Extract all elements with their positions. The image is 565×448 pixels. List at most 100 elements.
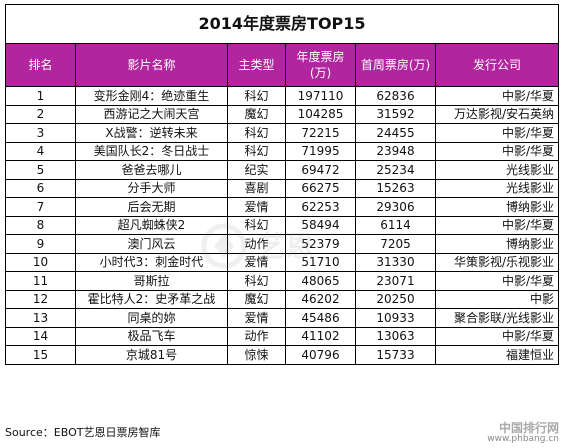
annual-gross-cell: 51710 xyxy=(285,252,356,272)
annual-gross-cell: 62253 xyxy=(285,197,356,217)
table-row: 7 后会无期 爱情 62253 29306 博纳影业 xyxy=(5,197,560,217)
rank-cell: 7 xyxy=(5,197,76,217)
distributor-cell: 中影/华夏 xyxy=(434,141,560,161)
table-row: 8 超凡蜘蛛侠2 科幻 58494 6114 中影/华夏 xyxy=(5,215,560,235)
genre-cell: 纪实 xyxy=(227,160,286,180)
table-row: 14 极品飞车 动作 41102 13063 中影/华夏 xyxy=(5,326,560,346)
annual-gross-cell: 197110 xyxy=(285,86,356,106)
box-office-table-frame: 2014年度票房TOP15 排名 影片名称 主类型 年度票房(万) 首周票房(万… xyxy=(4,4,560,365)
annual-gross-cell: 104285 xyxy=(285,104,356,124)
corner-watermark-url: www.phbang.cn xyxy=(487,434,559,444)
table-row: 10 小时代3：刺金时代 爱情 51710 31330 华策影视/乐视影业 xyxy=(5,252,560,272)
genre-cell: 科幻 xyxy=(227,215,286,235)
distributor-cell: 光线影业 xyxy=(434,160,560,180)
rank-cell: 9 xyxy=(5,234,76,254)
film-name-cell: 西游记之大闹天宫 xyxy=(75,104,228,124)
table-row: 15 京城81号 惊悚 40796 15733 福建恒业 xyxy=(5,345,560,365)
genre-cell: 科幻 xyxy=(227,141,286,161)
genre-cell: 魔幻 xyxy=(227,289,286,309)
distributor-cell: 中影/华夏 xyxy=(434,271,560,291)
annual-gross-cell: 45486 xyxy=(285,308,356,328)
film-name-cell: 同桌的妳 xyxy=(75,308,228,328)
genre-cell: 科幻 xyxy=(227,271,286,291)
table-row: 13 同桌的妳 爱情 45486 10933 聚合影联/光线影业 xyxy=(5,308,560,328)
opening-week-cell: 15733 xyxy=(355,345,436,365)
annual-gross-cell: 72215 xyxy=(285,123,356,143)
opening-week-cell: 31592 xyxy=(355,104,436,124)
film-name-cell: 哥斯拉 xyxy=(75,271,228,291)
annual-gross-cell: 69472 xyxy=(285,160,356,180)
table-body: 1 变形金刚4：绝迹重生 科幻 197110 62836 中影/华夏 2 西游记之大闹天宫 魔幻… xyxy=(5,86,560,365)
distributor-cell: 华策影视/乐视影业 xyxy=(434,252,560,272)
annual-gross-cell: 58494 xyxy=(285,215,356,235)
opening-week-cell: 24455 xyxy=(355,123,436,143)
rank-cell: 4 xyxy=(5,141,76,161)
opening-week-cell: 13063 xyxy=(355,326,436,346)
rank-cell: 12 xyxy=(5,289,76,309)
table-row: 6 分手大师 喜剧 66275 15263 光线影业 xyxy=(5,178,560,198)
rank-cell: 1 xyxy=(5,86,76,106)
corner-watermark: 中国排行网 www.phbang.cn xyxy=(487,421,559,445)
film-name-cell: 京城81号 xyxy=(75,345,228,365)
film-name-cell: 爸爸去哪儿 xyxy=(75,160,228,180)
distributor-cell: 万达影视/安石英纳 xyxy=(434,104,560,124)
table-row: 11 哥斯拉 科幻 48065 23071 中影/华夏 xyxy=(5,271,560,291)
annual-gross-cell: 48065 xyxy=(285,271,356,291)
annual-gross-cell: 41102 xyxy=(285,326,356,346)
genre-cell: 爱情 xyxy=(227,308,286,328)
genre-cell: 动作 xyxy=(227,234,286,254)
column-header-genre: 主类型 xyxy=(227,43,286,87)
distributor-cell: 中影/华夏 xyxy=(434,215,560,235)
rank-cell: 5 xyxy=(5,160,76,180)
opening-week-cell: 25234 xyxy=(355,160,436,180)
column-header-distributor: 发行公司 xyxy=(434,43,560,87)
corner-watermark-title: 中国排行网 xyxy=(498,421,559,435)
distributor-cell: 中影 xyxy=(434,289,560,309)
annual-gross-cell: 40796 xyxy=(285,345,356,365)
genre-cell: 喜剧 xyxy=(227,178,286,198)
opening-week-cell: 62836 xyxy=(355,86,436,106)
column-header-annual-gross: 年度票房(万) xyxy=(285,43,356,87)
film-name-cell: X战警：逆转未来 xyxy=(75,123,228,143)
opening-week-cell: 23948 xyxy=(355,141,436,161)
opening-week-cell: 20250 xyxy=(355,289,436,309)
genre-cell: 动作 xyxy=(227,326,286,346)
genre-cell: 爱情 xyxy=(227,197,286,217)
rank-cell: 10 xyxy=(5,252,76,272)
film-name-cell: 霍比特人2：史矛革之战 xyxy=(75,289,228,309)
film-name-cell: 超凡蜘蛛侠2 xyxy=(75,215,228,235)
film-name-cell: 极品飞车 xyxy=(75,326,228,346)
column-header-rank: 排名 xyxy=(5,43,76,87)
header-row: 排名 影片名称 主类型 年度票房(万) 首周票房(万) 发行公司 xyxy=(5,43,560,87)
distributor-cell: 中影/华夏 xyxy=(434,86,560,106)
rank-cell: 11 xyxy=(5,271,76,291)
opening-week-cell: 6114 xyxy=(355,215,436,235)
table-row: 12 霍比特人2：史矛革之战 魔幻 46202 20250 中影 xyxy=(5,289,560,309)
film-name-cell: 后会无期 xyxy=(75,197,228,217)
distributor-cell: 聚合影联/光线影业 xyxy=(434,308,560,328)
rank-cell: 3 xyxy=(5,123,76,143)
distributor-cell: 中影/华夏 xyxy=(434,123,560,143)
film-name-cell: 变形金刚4：绝迹重生 xyxy=(75,86,228,106)
table-row: 9 澳门风云 动作 52379 7205 博纳影业 xyxy=(5,234,560,254)
rank-cell: 13 xyxy=(5,308,76,328)
genre-cell: 惊悚 xyxy=(227,345,286,365)
table-row: 2 西游记之大闹天宫 魔幻 104285 31592 万达影视/安石英纳 xyxy=(5,104,560,124)
distributor-cell: 中影/华夏 xyxy=(434,326,560,346)
rank-cell: 15 xyxy=(5,345,76,365)
genre-cell: 爱情 xyxy=(227,252,286,272)
column-header-film: 影片名称 xyxy=(75,43,228,87)
annual-gross-cell: 66275 xyxy=(285,178,356,198)
film-name-cell: 美国队长2：冬日战士 xyxy=(75,141,228,161)
film-name-cell: 小时代3：刺金时代 xyxy=(75,252,228,272)
opening-week-cell: 29306 xyxy=(355,197,436,217)
column-header-opening-week: 首周票房(万) xyxy=(355,43,436,87)
rank-cell: 2 xyxy=(5,104,76,124)
annual-gross-cell: 52379 xyxy=(285,234,356,254)
distributor-cell: 博纳影业 xyxy=(434,234,560,254)
table-row: 5 爸爸去哪儿 纪实 69472 25234 光线影业 xyxy=(5,160,560,180)
genre-cell: 科幻 xyxy=(227,123,286,143)
rank-cell: 6 xyxy=(5,178,76,198)
annual-gross-cell: 46202 xyxy=(285,289,356,309)
distributor-cell: 光线影业 xyxy=(434,178,560,198)
